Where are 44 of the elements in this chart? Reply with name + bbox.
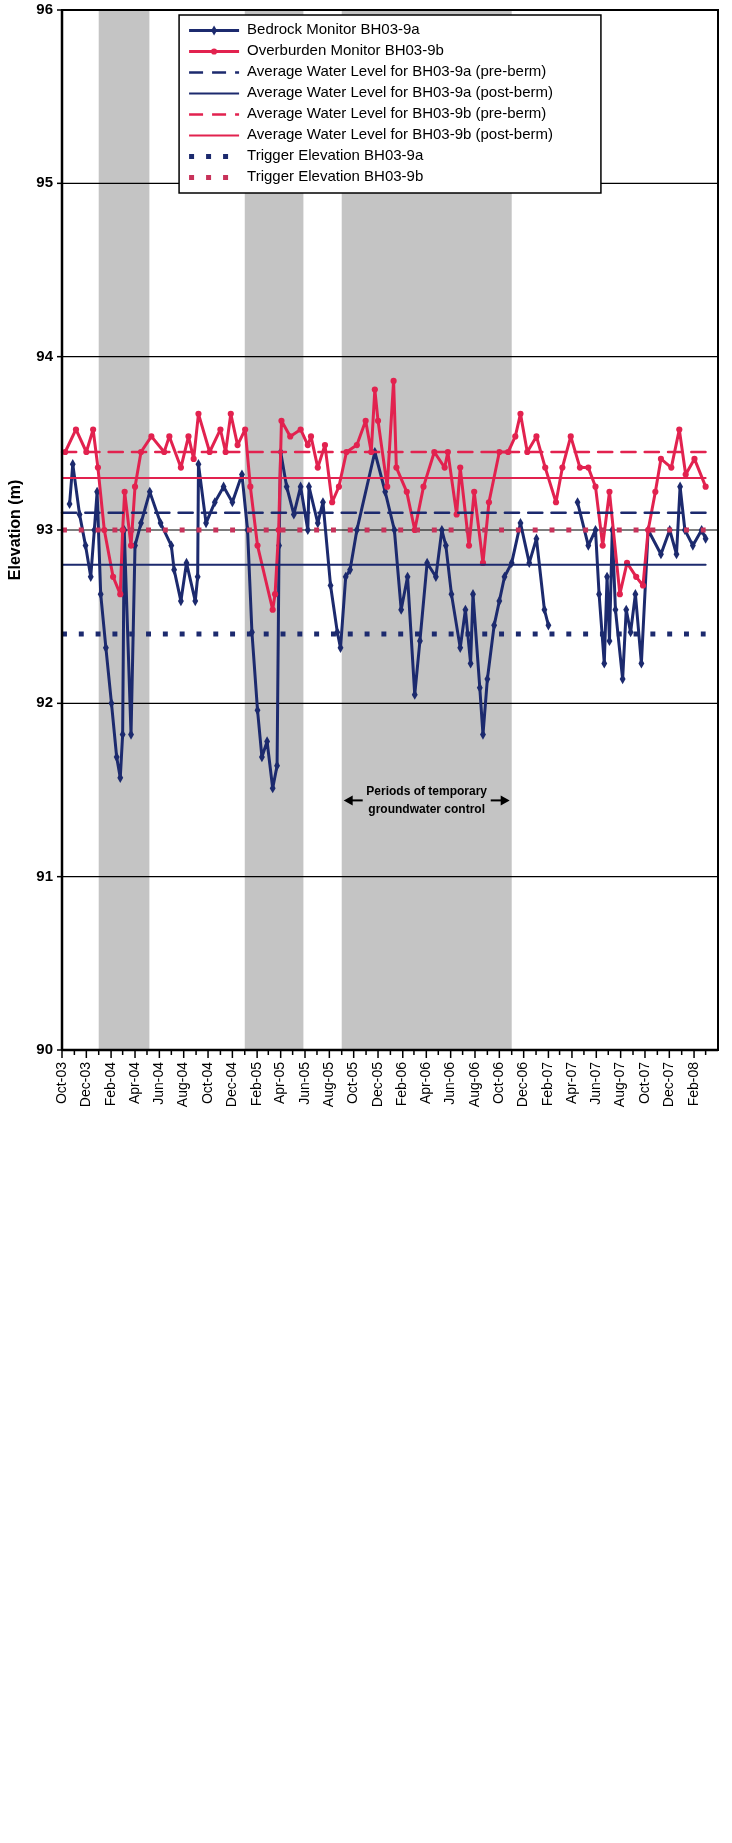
x-tick-label: Aug-05 bbox=[320, 1061, 337, 1108]
x-tick-label: Feb-06 bbox=[393, 1061, 410, 1107]
x-tick-label: Oct-05 bbox=[344, 1061, 361, 1105]
x-tick-label: Feb-07 bbox=[539, 1061, 556, 1107]
x-tick-label: Dec-04 bbox=[223, 1061, 240, 1108]
x-tick-label: Dec-07 bbox=[660, 1061, 677, 1108]
legend-label: Average Water Level for BH03-9b (pre-berm) bbox=[247, 104, 547, 122]
x-tick-label: Aug-07 bbox=[611, 1061, 628, 1108]
legend-label: Average Water Level for BH03-9a (post-berm) bbox=[247, 83, 554, 101]
legend-label: Overburden Monitor BH03-9b bbox=[247, 41, 444, 59]
legend-label: Average Water Level for BH03-9b (post-berm) bbox=[247, 125, 554, 143]
y-tick-label: 90 bbox=[36, 1039, 53, 1057]
x-tick-label: Oct-07 bbox=[635, 1061, 652, 1105]
legend-label: Trigger Elevation BH03-9b bbox=[247, 167, 424, 185]
legend-label: Average Water Level for BH03-9a (pre-berm) bbox=[247, 62, 547, 80]
x-tick-label: Feb-05 bbox=[247, 1061, 264, 1107]
x-tick-label: Oct-06 bbox=[490, 1061, 507, 1105]
x-tick-label: Jun-04 bbox=[150, 1061, 167, 1105]
x-tick-label: Apr-05 bbox=[271, 1061, 288, 1105]
annotation: Periods of temporary groundwater control bbox=[366, 783, 488, 816]
legend-label: Trigger Elevation BH03-9a bbox=[247, 146, 424, 164]
x-tick-label: Dec-05 bbox=[368, 1061, 385, 1108]
y-tick-label: 92 bbox=[36, 693, 53, 711]
x-tick-label: Oct-03 bbox=[52, 1061, 69, 1105]
x-tick-label: Feb-04 bbox=[101, 1061, 118, 1107]
x-tick-label: Apr-07 bbox=[562, 1061, 579, 1105]
y-tick-label: 94 bbox=[36, 346, 54, 364]
x-tick-label: Jun-06 bbox=[441, 1061, 458, 1105]
x-tick-label: Aug-06 bbox=[465, 1061, 482, 1108]
x-tick-label: Jun-05 bbox=[295, 1061, 312, 1105]
x-tick-label: Feb-08 bbox=[684, 1061, 701, 1107]
x-tick-label: Dec-06 bbox=[514, 1061, 531, 1108]
y-tick-label: 96 bbox=[36, 0, 53, 17]
x-tick-label: Oct-04 bbox=[198, 1061, 215, 1105]
y-axis-title: Elevation (m) bbox=[6, 479, 24, 581]
legend-label: Bedrock Monitor BH03-9a bbox=[247, 20, 421, 38]
x-tick-label: Apr-06 bbox=[417, 1061, 434, 1105]
y-tick-label: 95 bbox=[36, 173, 53, 191]
x-tick-label: Aug-04 bbox=[174, 1061, 191, 1108]
x-tick-label: Dec-03 bbox=[77, 1061, 94, 1108]
y-tick-label: 93 bbox=[36, 519, 53, 537]
x-tick-label: Jun-07 bbox=[587, 1061, 603, 1105]
x-tick-label: Apr-04 bbox=[125, 1061, 142, 1105]
y-tick-label: 91 bbox=[36, 866, 53, 884]
